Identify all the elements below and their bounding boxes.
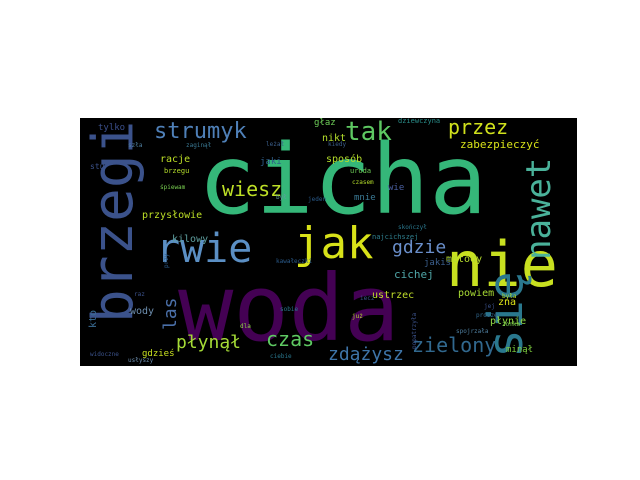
word-36: tylko [98, 123, 125, 133]
word-48: dla [240, 323, 251, 330]
word-cloud-panel: cicha woda brzegi rwie nie się jak nawet tak stru… [80, 118, 577, 366]
word-70: był [276, 194, 287, 201]
word-2: brzegi [81, 121, 146, 323]
word-15: czas [266, 327, 314, 351]
word-44: czasem [352, 179, 374, 186]
word-0: cicha [198, 124, 487, 236]
word-10: przez [448, 118, 508, 139]
word-38: jaki [260, 157, 282, 167]
word-40: najcichszej [372, 233, 418, 241]
word-59: brzegu [164, 167, 189, 175]
word-30: zna [498, 297, 516, 308]
word-50: skończył [398, 224, 427, 231]
word-12: gdzie [392, 237, 446, 258]
word-41: dziewczyna [398, 118, 440, 125]
word-6: jak [294, 218, 373, 269]
word-3: rwie [156, 226, 252, 272]
word-13: zielony [412, 333, 496, 357]
word-56: jej [484, 303, 495, 310]
word-34: mnie [354, 193, 376, 203]
word-18: zabezpieczyć [460, 138, 539, 151]
word-19: cichej [394, 268, 434, 281]
word-42: kiedy [328, 141, 346, 148]
word-39: jakiś [424, 257, 451, 268]
word-5: się [478, 271, 534, 358]
word-69: iecz [360, 295, 375, 302]
word-16: zdążysz [328, 344, 404, 365]
word-53: spojrzała [456, 328, 489, 335]
word-57: zaginął [186, 142, 212, 149]
word-45: jeden [308, 196, 326, 203]
word-51: popatrzyła [411, 312, 418, 349]
word-68: szła [128, 142, 143, 149]
word-61: stu [90, 162, 105, 171]
word-20: sposób [326, 153, 362, 165]
word-62: kawałeczki [276, 258, 313, 265]
word-63: raz [134, 291, 145, 298]
word-58: leżał [266, 141, 284, 148]
word-65: usłyszy [128, 357, 154, 364]
word-21: ustrzec [372, 290, 414, 301]
word-32: nikt [322, 133, 346, 144]
word-54: żonka [502, 321, 520, 328]
word-22: metody [446, 254, 482, 265]
word-23: racje [160, 154, 190, 165]
word-66: widoczne [90, 351, 119, 358]
word-64: przy [163, 253, 170, 268]
word-47: sobie [280, 306, 298, 313]
word-11: wiesz [222, 177, 282, 201]
word-46: już [352, 313, 363, 320]
word-25: kilowy [172, 234, 208, 245]
word-17: las [160, 297, 181, 330]
word-28: powiem [458, 288, 494, 299]
word-8: tak [345, 118, 392, 147]
word-43: uroda [350, 167, 371, 175]
word-52: proszę [476, 312, 498, 319]
word-9: strumyk [154, 119, 247, 144]
word-31: minął [506, 345, 533, 355]
word-14: płynął [176, 332, 241, 353]
word-7: nawet [519, 158, 559, 260]
word-35: wie [388, 183, 404, 193]
word-1: woda [178, 255, 400, 362]
word-24: przysłowie [142, 210, 202, 221]
word-37: gdzieś [142, 348, 175, 359]
word-60: śpiewam [160, 184, 186, 191]
word-26: wody [130, 306, 154, 317]
word-55: była [502, 293, 517, 300]
word-33: głaz [314, 118, 336, 128]
word-27: kto [88, 310, 99, 328]
word-49: ciebie [270, 353, 292, 360]
word-4: nie [446, 228, 558, 301]
word-29: płynie [490, 316, 526, 327]
